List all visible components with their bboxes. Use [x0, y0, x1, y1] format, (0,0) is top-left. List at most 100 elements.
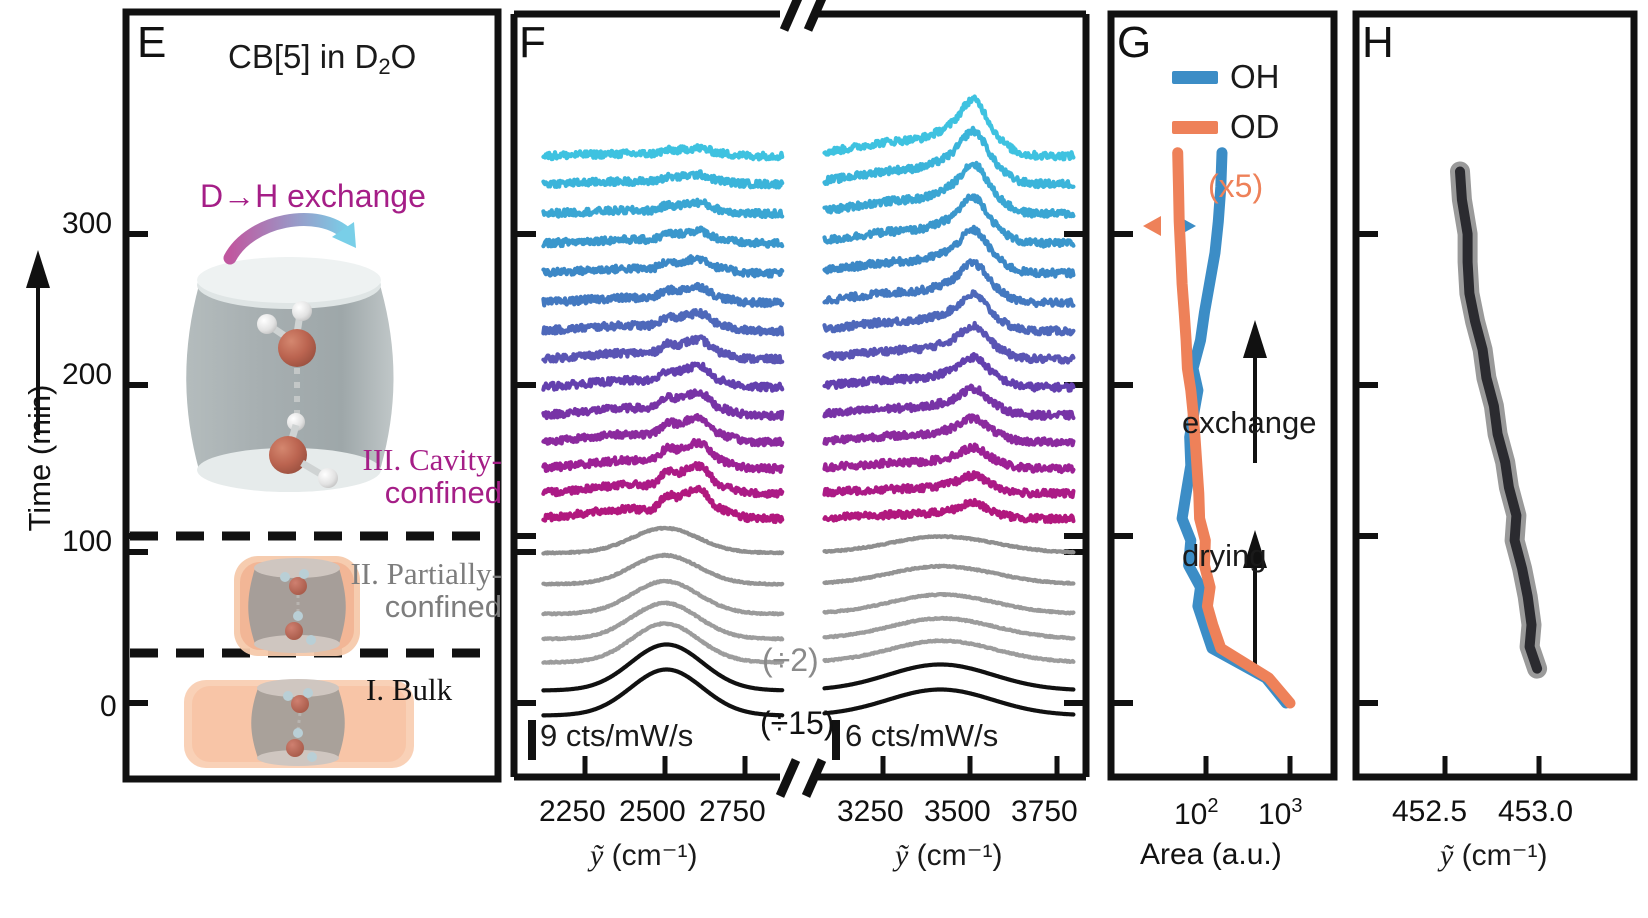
- exchange-arrow: [1243, 320, 1267, 463]
- regime-label-III-line2: confined: [384, 475, 502, 511]
- panel-F-scalebar-left-label: 9 cts/mW/s: [540, 718, 694, 753]
- panel-F-xlabel-right: ỹ (cm⁻¹): [895, 838, 1002, 873]
- spectrum-trace-left: [541, 578, 785, 617]
- spectrum-trace-left: [541, 281, 785, 309]
- spectrum-trace-left: [541, 621, 785, 665]
- panel-F-div2-label: (÷2): [762, 642, 819, 678]
- panel-F: [508, 0, 1092, 798]
- spectrum-trace-right: [822, 638, 1076, 664]
- spectrum-trace-right: [822, 615, 1076, 641]
- panel-G-annotation-exchange: exchange: [1182, 405, 1317, 440]
- gap-double-arrow: [1143, 216, 1196, 236]
- spectrum-trace-left: [541, 308, 785, 337]
- spectrum-trace-left: [541, 388, 785, 421]
- panel-F-spectra-traces: [541, 94, 1076, 718]
- legend-swatch-oh: [1172, 70, 1218, 84]
- time-tick-100: 100: [62, 525, 113, 558]
- panel-G-xtick-1e3-mantissa: 10: [1258, 798, 1292, 831]
- spectrum-trace-right: [822, 193, 1076, 249]
- spectrum-trace-left: [541, 600, 785, 642]
- nu-tilde-symbol-H: ỹ: [1440, 839, 1454, 872]
- panel-F-xlabel-right-unit: (cm⁻¹): [916, 839, 1003, 872]
- panel-F-time-ticks: [514, 231, 1086, 706]
- nu-tilde-symbol-F-right: ỹ: [895, 839, 909, 872]
- legend-label-oh: OH: [1230, 58, 1280, 95]
- area-series-oh: [1176, 147, 1292, 709]
- spectrum-trace-right: [822, 352, 1076, 393]
- panel-F-xtick-2250: 2250: [539, 795, 606, 828]
- regime-label-II: II. Partially- confined: [330, 557, 502, 624]
- panel-F-xtick-2500: 2500: [619, 795, 686, 828]
- panel-H-xlabel-unit: (cm⁻¹): [1461, 839, 1548, 872]
- axis-break-bottom: [775, 758, 827, 798]
- regime-label-III-line1: III. Cavity-: [362, 442, 502, 477]
- time-direction-arrow: [26, 250, 50, 435]
- spectrum-trace-right: [822, 224, 1076, 279]
- panel-F-xtick-2750: 2750: [699, 795, 766, 828]
- panel-G-xtick-1e2-mantissa: 10: [1174, 798, 1208, 831]
- panel-H-xtick-4530: 453.0: [1498, 795, 1574, 828]
- panel-F-xtick-3750: 3750: [1011, 795, 1078, 828]
- panel-G-x-ticks: [1203, 756, 1293, 777]
- panel-G-xtick-1e2-exp: 2: [1207, 795, 1219, 817]
- panel-G-area-traces: [1172, 147, 1296, 709]
- spectrum-trace-left: [541, 143, 785, 162]
- panel-H: [1350, 8, 1640, 783]
- panel-F-scalebar-right-label: 6 cts/mW/s: [845, 718, 999, 753]
- nu-tilde-symbol-F-left: ỹ: [590, 839, 604, 872]
- regime-label-II-line1: II. Partially-: [350, 556, 502, 591]
- spectrum-trace-right: [822, 442, 1076, 475]
- spectrum-trace-right: [822, 563, 1076, 586]
- spectrum-trace-right: [822, 94, 1076, 162]
- spectrum-trace-left: [541, 642, 785, 693]
- spectrum-trace-left: [541, 197, 785, 219]
- regime-label-II-line2: confined: [384, 589, 502, 625]
- panel-G-xlabel: Area (a.u.): [1140, 838, 1282, 871]
- panel-G-xtick-1e3: 103: [1258, 795, 1303, 832]
- panel-F-x-ticks: [582, 756, 1060, 777]
- spectrum-trace-left: [541, 552, 785, 587]
- panel-E-title: CB[5] in D2O: [228, 38, 416, 80]
- legend-swatch-od: [1172, 120, 1218, 134]
- spectrum-trace-left: [541, 667, 785, 718]
- spectrum-trace-left: [541, 525, 785, 556]
- panel-H-xtick-4525: 452.5: [1392, 795, 1468, 828]
- panel-F-letter: F: [519, 18, 546, 67]
- spectrum-trace-right: [822, 662, 1076, 692]
- regime-label-III: III. Cavity- confined: [344, 443, 502, 510]
- panel-H-x-ticks: [1442, 756, 1542, 777]
- spectrum-trace-left: [541, 169, 785, 190]
- panel-E-letter: E: [137, 18, 167, 67]
- panel-E-title-pre: CB[5] in D: [228, 38, 379, 75]
- panel-G-time-ticks: [1111, 231, 1133, 706]
- panel-G-xtick-1e3-exp: 3: [1291, 795, 1303, 817]
- spectrum-trace-left: [541, 225, 785, 249]
- panel-G-annotation-drying: drying: [1182, 538, 1267, 573]
- spectrum-trace-right: [822, 320, 1076, 365]
- panel-G-legend: OH OD: [1172, 58, 1280, 146]
- spectrum-trace-right: [822, 160, 1076, 219]
- panel-G-letter: G: [1117, 18, 1152, 67]
- spectrum-trace-left: [541, 461, 785, 499]
- spectrum-trace-left: [541, 361, 785, 393]
- panel-G-scale-note: (x5): [1208, 168, 1264, 204]
- spectrum-trace-left: [541, 413, 785, 448]
- panel-G-xtick-1e2: 102: [1174, 795, 1219, 832]
- spectrum-trace-left: [541, 254, 785, 279]
- panel-H-xlabel: ỹ (cm⁻¹): [1440, 838, 1547, 873]
- spectrum-trace-right: [822, 258, 1076, 309]
- spectrum-trace-left: [541, 484, 785, 525]
- panel-H-time-ticks: [1356, 231, 1378, 706]
- time-tick-0: 0: [100, 690, 117, 723]
- time-axis: [0, 0, 130, 918]
- regime-label-I: I. Bulk: [366, 672, 453, 707]
- panel-H-letter: H: [1362, 18, 1394, 67]
- spectrum-trace-right: [822, 592, 1076, 616]
- panel-E-title-post: O: [390, 38, 417, 75]
- spectrum-trace-left: [541, 437, 785, 475]
- axis-break-top: [779, 0, 827, 32]
- area-series-od: [1172, 147, 1296, 709]
- spectrum-trace-right: [822, 383, 1076, 421]
- peak-position-trace: [1455, 166, 1543, 674]
